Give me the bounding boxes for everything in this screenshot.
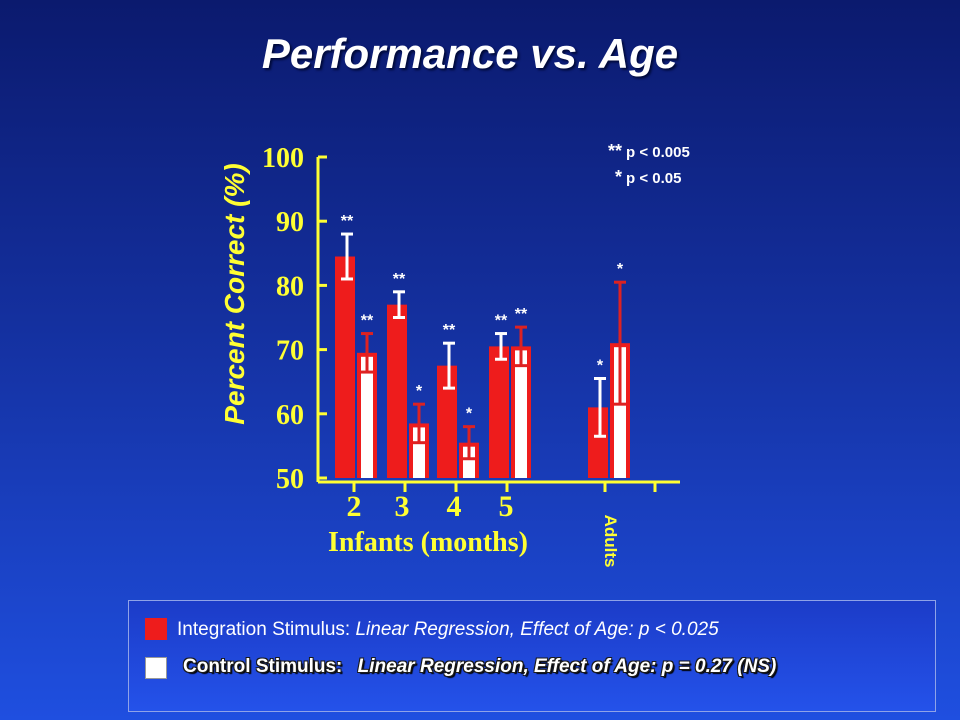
legend-label-integration: Integration Stimulus: (177, 619, 351, 640)
significance-key-text: p < 0.05 (626, 170, 681, 187)
bar-control-3 (413, 427, 425, 478)
significance-mark: * (597, 357, 604, 374)
legend-entry-control: Control Stimulus: Linear Regression, Eff… (183, 656, 776, 678)
y-axis-label: Percent Correct (%) (219, 163, 250, 424)
legend-stat-control: Linear Regression, Effect of Age: p = 0.… (357, 656, 777, 677)
significance-key-text: p < 0.005 (626, 144, 690, 161)
y-tick-label: 80 (276, 271, 304, 302)
bar-integration-2 (335, 256, 355, 478)
y-tick-label: 70 (276, 336, 304, 367)
bar-control-2 (361, 356, 373, 478)
x-tick-label: 2 (347, 490, 362, 523)
bar-integration-4 (437, 365, 457, 478)
y-tick-label: 100 (262, 143, 304, 174)
bar-control-Adults (614, 347, 626, 478)
significance-mark: ** (393, 271, 406, 288)
significance-mark: ** (361, 313, 374, 330)
significance-key-mark: ** (608, 141, 622, 161)
legend-stat-integration: Linear Regression, Effect of Age: p < 0.… (355, 619, 719, 640)
y-tick-label: 50 (276, 464, 304, 495)
x-tick-label: 5 (499, 490, 514, 523)
x-tick-label-adults: Adults (601, 515, 620, 568)
legend-swatch-control (145, 657, 167, 679)
bar-integration-5 (489, 346, 509, 478)
slide-title: Performance vs. Age (261, 30, 679, 77)
legend-label-control: Control Stimulus: (183, 656, 343, 677)
legend-box: Integration Stimulus: Linear Regression,… (128, 600, 936, 712)
significance-mark: * (416, 383, 423, 400)
bar-integration-Adults (588, 407, 608, 478)
significance-mark: ** (495, 313, 508, 330)
significance-mark: * (466, 406, 473, 423)
significance-mark: * (617, 261, 624, 278)
bar-integration-3 (387, 304, 407, 478)
significance-mark: ** (515, 306, 528, 323)
bar-control-4 (463, 446, 475, 478)
x-tick-label: 4 (447, 490, 462, 523)
y-tick-label: 60 (276, 400, 304, 431)
bar-control-5 (515, 350, 527, 478)
significance-mark: ** (341, 213, 354, 230)
legend-entry-integration: Integration Stimulus: Linear Regression,… (177, 619, 719, 641)
significance-mark: ** (443, 322, 456, 339)
y-tick-label: 90 (276, 207, 304, 238)
x-tick-label: 3 (395, 490, 410, 523)
x-axis-label: Infants (months) (328, 527, 528, 558)
legend-swatch-integration (145, 618, 167, 640)
significance-key-mark: * (615, 167, 622, 187)
